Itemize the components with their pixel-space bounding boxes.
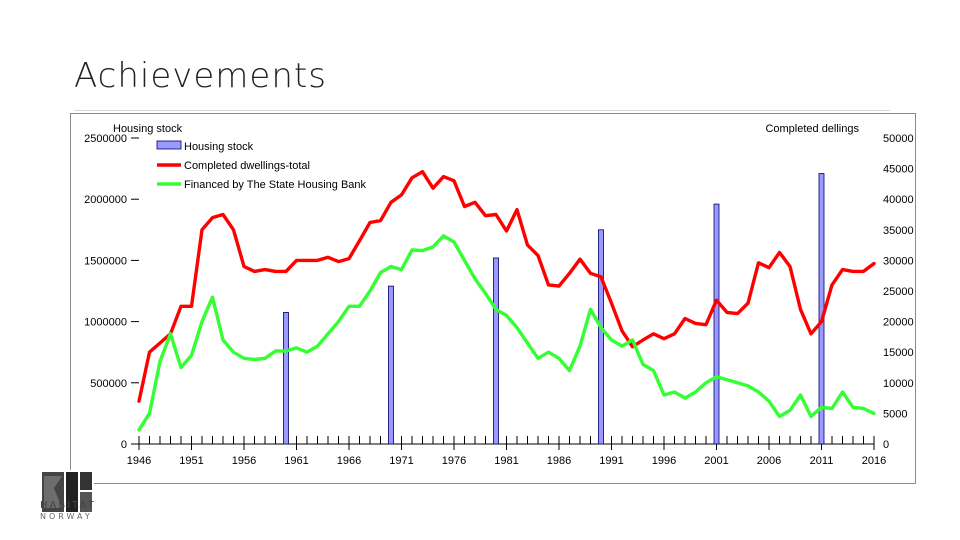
slide-title: Achievements — [74, 56, 327, 96]
x-tick-label: 1976 — [442, 455, 466, 467]
legend-label: Housing stock — [184, 141, 254, 153]
bars-layer — [283, 173, 825, 445]
logo-wordmark: HABITAT — [40, 500, 96, 511]
legend-swatch-bar — [156, 140, 182, 150]
housing-stock-bar — [713, 203, 720, 445]
right-tick-label: 15000 — [883, 347, 914, 359]
left-tick-label: 2500000 — [84, 133, 127, 145]
legend-label: Completed dwellings-total — [184, 160, 310, 172]
x-tick-label: 2011 — [810, 455, 834, 467]
left-tick-label: 1500000 — [84, 255, 127, 267]
housing-stock-bar — [388, 285, 394, 445]
left-tick-label: 500000 — [90, 378, 127, 390]
right-tick-label: 5000 — [883, 408, 907, 420]
left-tick-label: 2000000 — [84, 194, 127, 206]
x-tick-label: 1961 — [284, 455, 308, 467]
housing-stock-bar — [493, 257, 499, 445]
left-tick-label: 0 — [121, 439, 127, 451]
right-tick-label: 45000 — [883, 164, 914, 176]
legend-label: Financed by The State Housing Bank — [184, 179, 367, 191]
x-tick-label: 1991 — [599, 455, 623, 467]
x-tick-label: 1971 — [389, 455, 413, 467]
x-tick-label: 2016 — [862, 455, 886, 467]
axes-layer: Housing stock Completed dellings050000010… — [84, 123, 913, 467]
x-tick-label: 1946 — [127, 455, 151, 467]
right-tick-label: 50000 — [883, 133, 914, 145]
x-tick-label: 1986 — [547, 455, 571, 467]
completed-dwellings-line — [137, 170, 876, 403]
x-tick-label: 2006 — [757, 455, 781, 467]
right-tick-label: 0 — [883, 439, 889, 451]
right-tick-label: 25000 — [883, 286, 914, 298]
lines-layer — [137, 170, 876, 432]
right-axis-title: Completed dellings — [765, 123, 859, 135]
x-tick-label: 1951 — [179, 455, 203, 467]
x-tick-label: 1996 — [652, 455, 676, 467]
state-housing-bank-line — [137, 234, 876, 432]
left-tick-label: 1000000 — [84, 317, 127, 329]
habitat-norway-logo — [40, 470, 94, 514]
chart-frame: Housing stock Completed dellings 0 500000 10… — [70, 113, 916, 484]
title-divider — [74, 110, 890, 111]
right-tick-label: 10000 — [883, 378, 914, 390]
right-tick-label: 40000 — [883, 194, 914, 206]
logo-wordmark-sub: NORWAY — [40, 512, 93, 521]
x-tick-label: 1956 — [232, 455, 256, 467]
x-tick-label: 1966 — [337, 455, 361, 467]
left-axis-title: Housing stock — [113, 123, 183, 135]
housing-stock-bar — [818, 173, 825, 445]
right-tick-label: 30000 — [883, 255, 914, 267]
housing-stock-bar — [283, 312, 289, 445]
legend-layer: Housing stock Completed dwellings-total Fi… — [156, 140, 367, 191]
x-tick-label: 1981 — [494, 455, 518, 467]
housing-chart: Housing stock Completed dellings050000010… — [84, 123, 913, 467]
housing-stock-bar — [598, 229, 604, 445]
right-tick-label: 35000 — [883, 225, 914, 237]
right-tick-label: 20000 — [883, 317, 914, 329]
x-tick-label: 2001 — [704, 455, 728, 467]
